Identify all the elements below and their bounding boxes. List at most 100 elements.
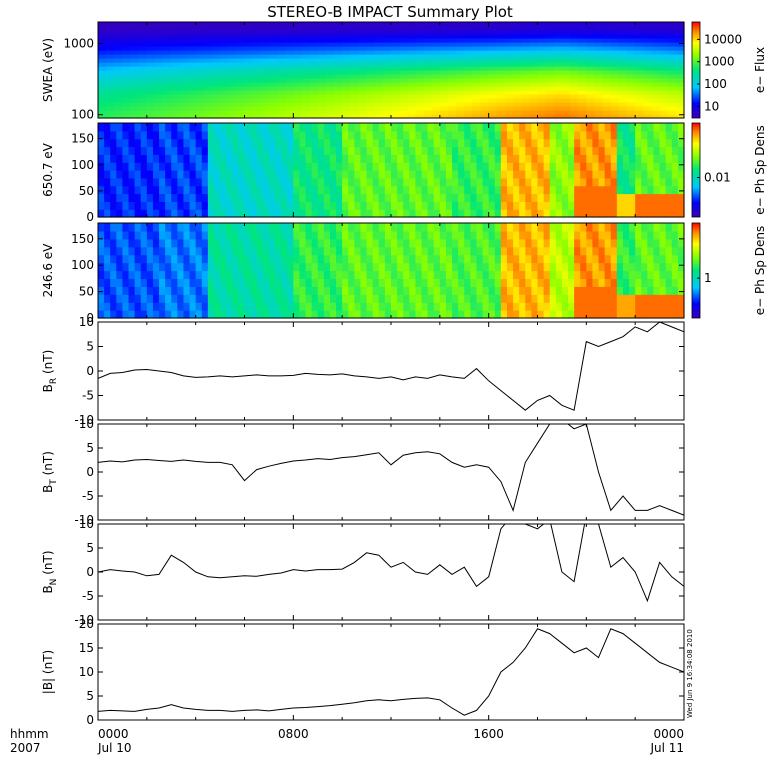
heatmap-cell (146, 262, 154, 272)
spectrogram-cell (659, 114, 669, 119)
heatmap-cell (299, 254, 307, 264)
heatmap-cell (98, 230, 105, 240)
spectrogram-cell (334, 54, 343, 59)
heatmap-cell (244, 238, 252, 248)
heatmap-cell (598, 170, 606, 179)
spectrogram-cell (659, 54, 669, 59)
heatmap-cell (384, 138, 392, 148)
spectrogram-cell (244, 22, 254, 27)
heatmap-cell (531, 138, 539, 148)
heatmap-cell (366, 230, 374, 240)
spectrogram-cell (561, 22, 571, 27)
spectrogram-cell (513, 66, 522, 71)
spectrogram-cell (480, 90, 490, 95)
heatmap-cell (146, 254, 154, 264)
spectrogram-cell (635, 66, 644, 71)
spectrogram-cell (627, 82, 636, 87)
spectrogram-cell (130, 98, 140, 103)
heatmap-cell (268, 177, 276, 187)
heatmap-cell (519, 138, 526, 148)
heatmap-cell (616, 262, 624, 272)
heatmap-cell (586, 310, 594, 319)
spectrogram-cell (106, 70, 115, 75)
spectrogram-cell (163, 58, 172, 63)
spectrogram-cell (545, 102, 555, 107)
heatmap-cell (323, 201, 331, 210)
y-tick-label: 10 (79, 315, 94, 329)
heatmap-cell (671, 254, 679, 264)
heatmap-cell (177, 270, 185, 280)
heatmap-cell (299, 146, 307, 155)
heatmap-cell (287, 262, 294, 272)
spectrogram-cell (627, 102, 636, 107)
spectrogram-cell (106, 98, 115, 103)
spectrogram-cell (423, 78, 433, 83)
heatmap-cell (464, 270, 471, 280)
heatmap-cell (195, 310, 203, 319)
heatmap-cell (452, 254, 459, 264)
heatmap-cell (262, 270, 270, 280)
heatmap-cell (275, 185, 282, 195)
heatmap-cell (275, 286, 282, 295)
heatmap-cell (488, 230, 496, 240)
heatmap-cell (293, 230, 301, 240)
heatmap-cell (104, 270, 111, 280)
heatmap-cell (488, 302, 496, 311)
heatmap-cell (653, 177, 661, 187)
spectrogram-cell (545, 50, 555, 55)
heatmap-cell (568, 223, 575, 232)
spectrogram-cell (513, 22, 522, 27)
spectrogram-cell (203, 50, 213, 55)
heatmap-cell (360, 185, 368, 195)
spectrogram-cell (496, 54, 506, 59)
y-tick-label: 0 (86, 565, 94, 579)
spectrogram-cell (643, 54, 653, 59)
heatmap-cell (238, 170, 246, 179)
heatmap-cell (677, 209, 685, 218)
spectrogram-cell (122, 114, 132, 119)
heatmap-cell (647, 286, 655, 295)
heatmap-cell (354, 193, 362, 202)
spectrogram-cell (309, 50, 319, 55)
spectrogram-cell (415, 34, 425, 39)
heatmap-cell (470, 185, 478, 195)
heatmap-cell (275, 123, 282, 132)
spectrogram-cell (447, 90, 457, 95)
spectrogram-cell (399, 22, 408, 27)
heatmap-cell (586, 238, 594, 248)
heatmap-cell (305, 262, 313, 272)
heatmap-cell (189, 246, 197, 256)
spectrogram-cell (399, 42, 408, 47)
heatmap-cell (445, 254, 453, 264)
heatmap-cell (647, 138, 655, 148)
heatmap-cell (201, 310, 209, 319)
heatmap-cell (165, 123, 172, 132)
spectrogram-cell (431, 74, 441, 79)
heatmap-cell (506, 154, 514, 163)
spectrogram-cell (342, 74, 351, 79)
spectrogram-cell (391, 74, 400, 79)
heatmap-cell (397, 123, 404, 132)
heatmap-cell (146, 130, 154, 140)
spectrogram-cell (480, 26, 490, 31)
heatmap-cell (549, 254, 557, 264)
spectrogram-cell (415, 30, 425, 35)
spectrogram-cell (187, 110, 197, 115)
heatmap-cell (549, 201, 557, 210)
heatmap-cell (482, 201, 490, 210)
spectrogram-cell (268, 66, 278, 71)
heatmap-cell (213, 130, 221, 140)
heatmap-cell (128, 130, 136, 140)
heatmap-cell (262, 185, 270, 195)
spectrogram-cell (667, 82, 677, 87)
spectrogram-cell (513, 102, 522, 107)
spectrogram-cell (244, 94, 254, 99)
heatmap-cell (275, 146, 282, 155)
heatmap-cell (220, 209, 227, 218)
heatmap-cell (677, 130, 685, 140)
spectrogram-cell (268, 22, 278, 27)
spectrogram-cell (439, 66, 449, 71)
heatmap-cell (140, 209, 148, 218)
heatmap-cell (256, 177, 264, 187)
spectrogram-cell (374, 50, 384, 55)
